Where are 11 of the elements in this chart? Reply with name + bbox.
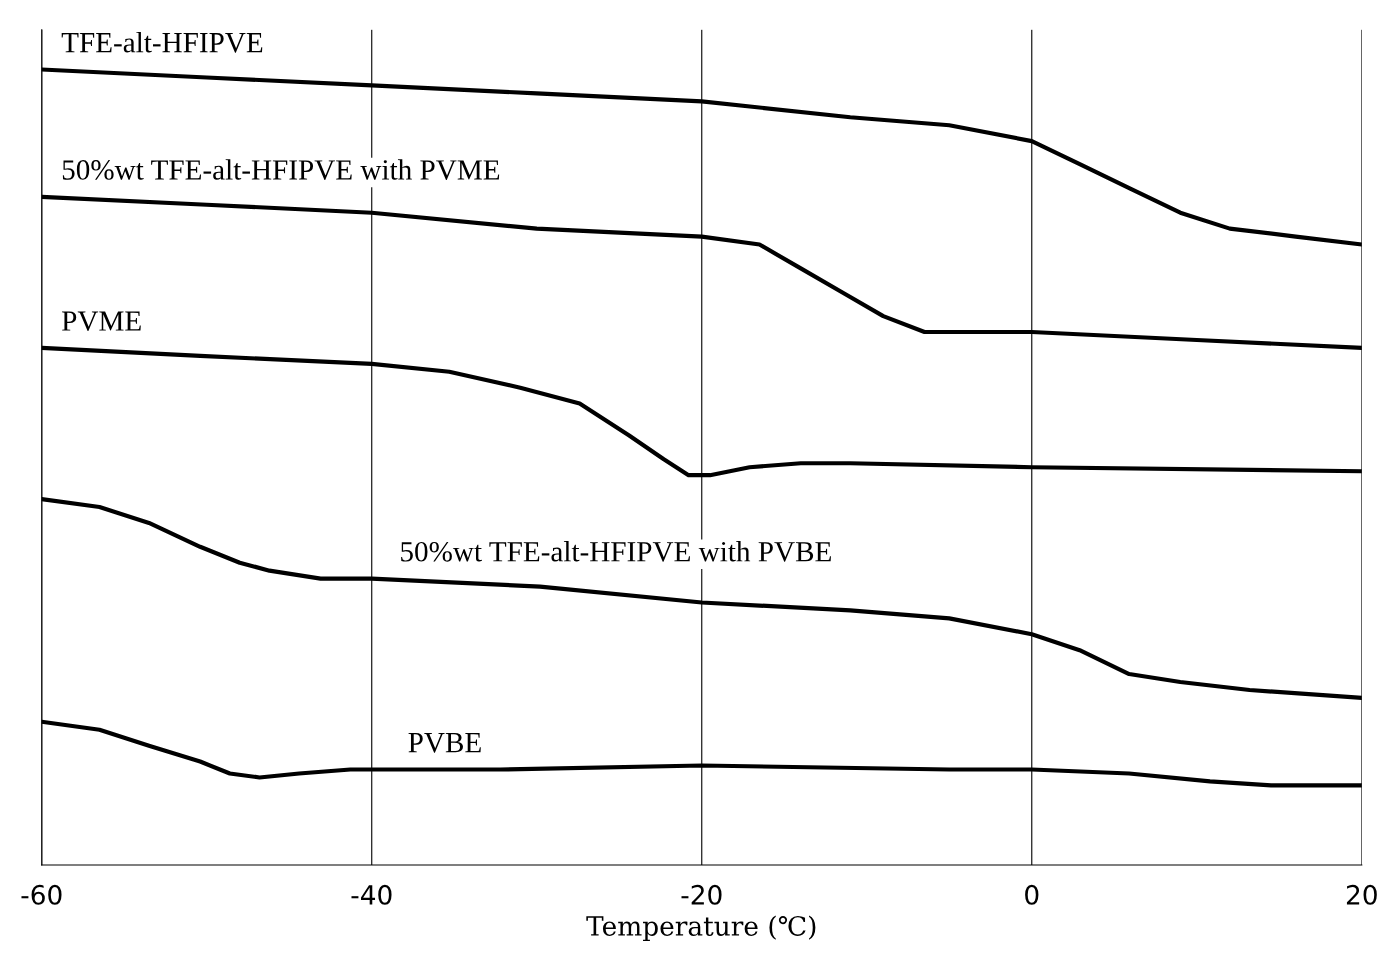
annotation: 50%wt TFE-alt-HFIPVE with PVME: [62, 159, 500, 180]
annotation: 50%wt TFE-alt-HFIPVE with PVBE: [401, 541, 831, 562]
annotation: TFE-alt-HFIPVE: [61, 31, 263, 53]
x-tick-label: -20: [681, 884, 722, 905]
x-tick-label: -60: [21, 884, 62, 905]
x-tick-label: 20: [1346, 884, 1377, 905]
x-tick-label: -40: [351, 884, 392, 905]
annotation: PVME: [62, 311, 141, 332]
x-axis-title: Temperature (℃): [586, 915, 816, 942]
annotation: PVBE: [408, 733, 481, 753]
x-tick-label: 0: [1025, 884, 1039, 905]
